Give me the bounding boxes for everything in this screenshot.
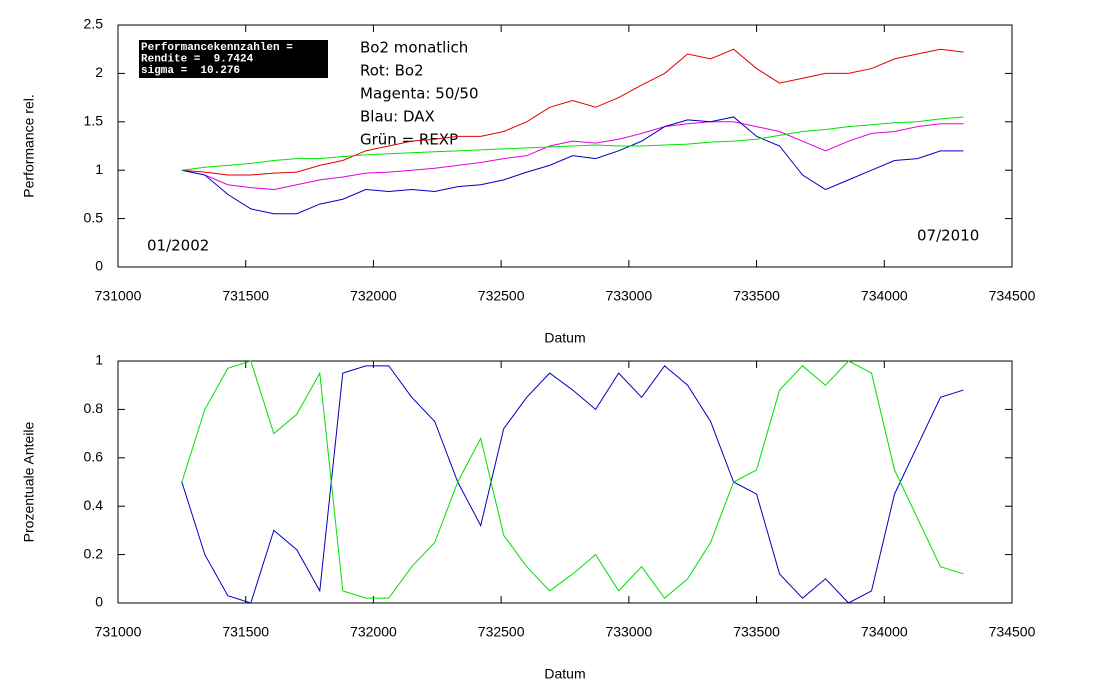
x-tick-label: 731000 [95,624,142,640]
data-line [181,116,964,171]
stats-line: Rendite = 9.7424 [141,53,254,65]
y-tick-label: 0 [95,258,103,274]
note-line: Rot: Bo2 [360,62,424,80]
y-tick-label: 2.5 [84,16,104,32]
x-tick-label: 734500 [989,288,1036,304]
y-tick-label: 0.8 [84,400,104,416]
data-line [181,365,964,604]
x-tick-label: 732500 [478,624,525,640]
x-tick-label: 734000 [861,288,908,304]
y-tick-label: 0 [95,594,103,610]
y-tick-label: 1 [95,352,103,368]
stats-line: sigma = 10.276 [141,65,240,77]
y-axis-label: Prozentuale Anteile [21,421,37,542]
note-line: Bo2 monatlich [360,39,468,57]
x-axis-label: Datum [544,666,585,682]
y-axis-label: Performance rel. [21,94,37,197]
x-tick-label: 733000 [605,624,652,640]
x-tick-label: 733000 [605,288,652,304]
x-tick-label: 731000 [95,288,142,304]
note-line: Magenta: 50/50 [360,85,479,103]
x-tick-label: 734000 [861,624,908,640]
x-axis-label: Datum [544,330,585,346]
plot-frame [117,360,1013,604]
x-tick-label: 733500 [733,288,780,304]
note-line: Blau: DAX [360,108,435,126]
y-tick-label: 0.6 [84,449,104,465]
y-tick-label: 0.5 [84,209,104,225]
x-tick-label: 732000 [350,288,397,304]
data-line [181,360,964,599]
x-tick-label: 731500 [222,288,269,304]
y-tick-label: 0.2 [84,545,104,561]
y-tick-label: 2 [95,64,103,80]
start-note: 01/2002 [147,237,209,255]
stats-line: Performancekennzahlen = [141,42,293,54]
data-line [181,116,964,215]
x-tick-label: 732000 [350,624,397,640]
x-tick-label: 734500 [989,624,1036,640]
x-tick-label: 732500 [478,288,525,304]
y-tick-label: 0.4 [84,497,104,513]
data-line [181,121,964,191]
plot-frame [117,24,1013,268]
y-tick-label: 1.5 [84,113,104,129]
note-line: Grün = REXP [360,131,458,149]
data-line [181,48,964,176]
x-tick-label: 731500 [222,624,269,640]
x-tick-label: 733500 [733,624,780,640]
end-note: 07/2010 [917,227,979,245]
y-tick-label: 1 [95,161,103,177]
stats-box [139,40,328,78]
